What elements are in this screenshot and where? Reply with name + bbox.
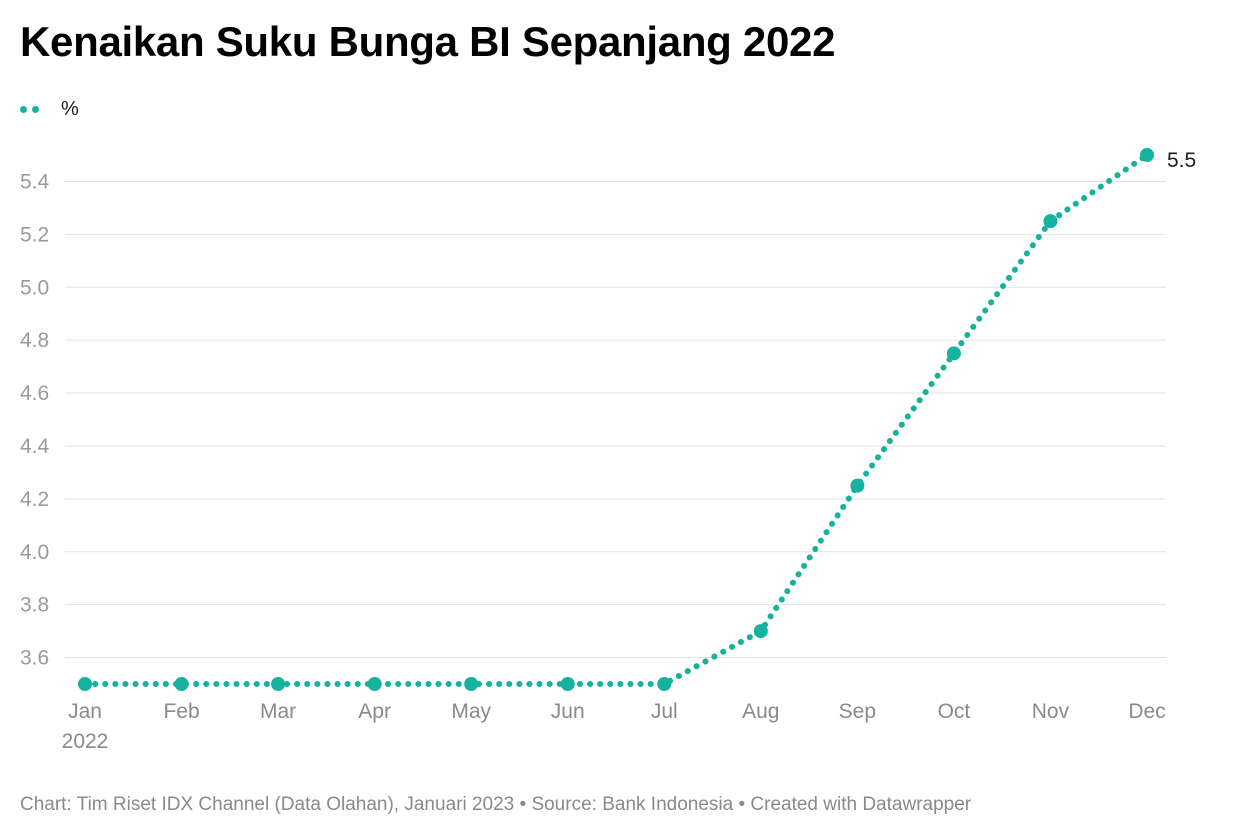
x-axis: Jan Feb Mar Apr May Jun Jul Aug Sep Oct Nov Dec 2022: [62, 700, 1166, 753]
x-tick-sublabel: 2022: [62, 730, 109, 753]
end-value-label: 5.5: [1167, 149, 1196, 172]
y-tick-label: 4.0: [20, 541, 49, 564]
y-axis: 3.6 3.8 4.0 4.2 4.4 4.6 4.8 5.0 5.2 5.4: [20, 170, 50, 669]
grid: [65, 180, 1166, 659]
y-tick-label: 5.2: [20, 223, 49, 246]
x-tick-label: Feb: [163, 700, 199, 723]
legend-label: %: [61, 98, 79, 120]
data-point: [753, 624, 768, 639]
x-tick-label: Jul: [651, 700, 678, 723]
legend-dot: [20, 106, 27, 113]
x-tick-label: Sep: [839, 700, 876, 723]
data-point: [1140, 148, 1154, 162]
y-tick-label: 3.6: [20, 647, 49, 670]
data-point: [271, 677, 286, 691]
y-tick-label: 4.6: [20, 382, 49, 405]
legend: %: [20, 98, 79, 121]
y-tick-label: 5.0: [20, 276, 49, 299]
x-tick-label: Dec: [1128, 700, 1165, 723]
data-points: [78, 148, 1154, 691]
data-point: [78, 677, 92, 691]
y-tick-label: 4.2: [20, 488, 49, 511]
x-tick-label: May: [451, 700, 491, 723]
data-point: [946, 346, 961, 361]
data-point: [657, 677, 672, 691]
x-tick-label: Jan: [68, 700, 102, 723]
chart-footer: Chart: Tim Riset IDX Channel (Data Olaha…: [20, 794, 972, 815]
chart-title: Kenaikan Suku Bunga BI Sepanjang 2022: [20, 18, 836, 65]
x-tick-label: Jun: [551, 700, 585, 723]
x-tick-label: Nov: [1032, 700, 1070, 723]
y-tick-label: 5.4: [20, 170, 50, 193]
y-tick-label: 4.8: [20, 329, 49, 352]
x-tick-label: Apr: [358, 700, 391, 723]
data-point: [850, 478, 865, 493]
data-point: [1043, 214, 1058, 229]
data-point: [560, 677, 575, 691]
legend-dot: [32, 106, 39, 113]
x-tick-label: Mar: [260, 700, 296, 723]
data-point: [367, 677, 382, 691]
x-tick-label: Oct: [938, 700, 971, 723]
data-point: [174, 677, 189, 691]
legend-swatch: [20, 106, 39, 113]
x-tick-label: Aug: [742, 700, 779, 723]
y-tick-label: 3.8: [20, 594, 49, 617]
data-point: [464, 677, 479, 691]
y-tick-label: 4.4: [20, 435, 50, 458]
line-chart: 3.6 3.8 4.0 4.2 4.4 4.6 4.8 5.0 5.2 5.4 Jan Feb Mar…: [20, 148, 1196, 753]
